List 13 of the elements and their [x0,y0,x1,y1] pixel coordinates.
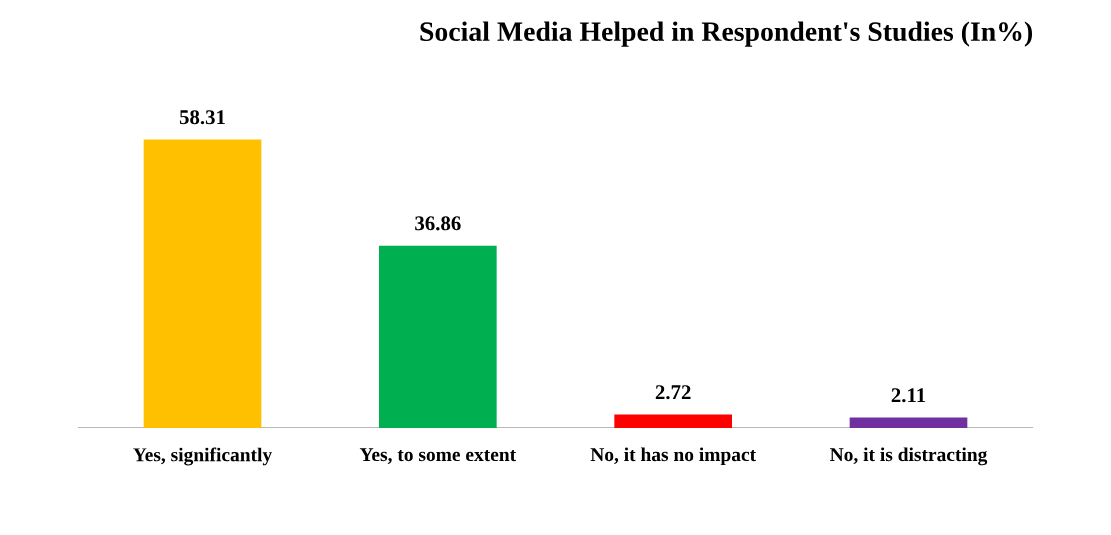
x-tick-label: Yes, to some extent [359,448,517,464]
data-label: 2.11 [891,388,926,403]
x-tick-label: No, it is distracting [830,447,988,466]
data-label: 36.86 [415,216,461,231]
data-label: 2.72 [655,385,691,400]
x-tick-label: No, it has no impact [590,447,756,466]
chart-title: Social Media Helped in Respondent's Studies (In%) [420,21,1033,47]
data-label: 58.31 [179,110,225,125]
bar [143,139,262,428]
x-tick-label: Yes, significantly [133,447,272,466]
bar [614,414,732,428]
bar [379,245,497,428]
bar [849,417,968,428]
